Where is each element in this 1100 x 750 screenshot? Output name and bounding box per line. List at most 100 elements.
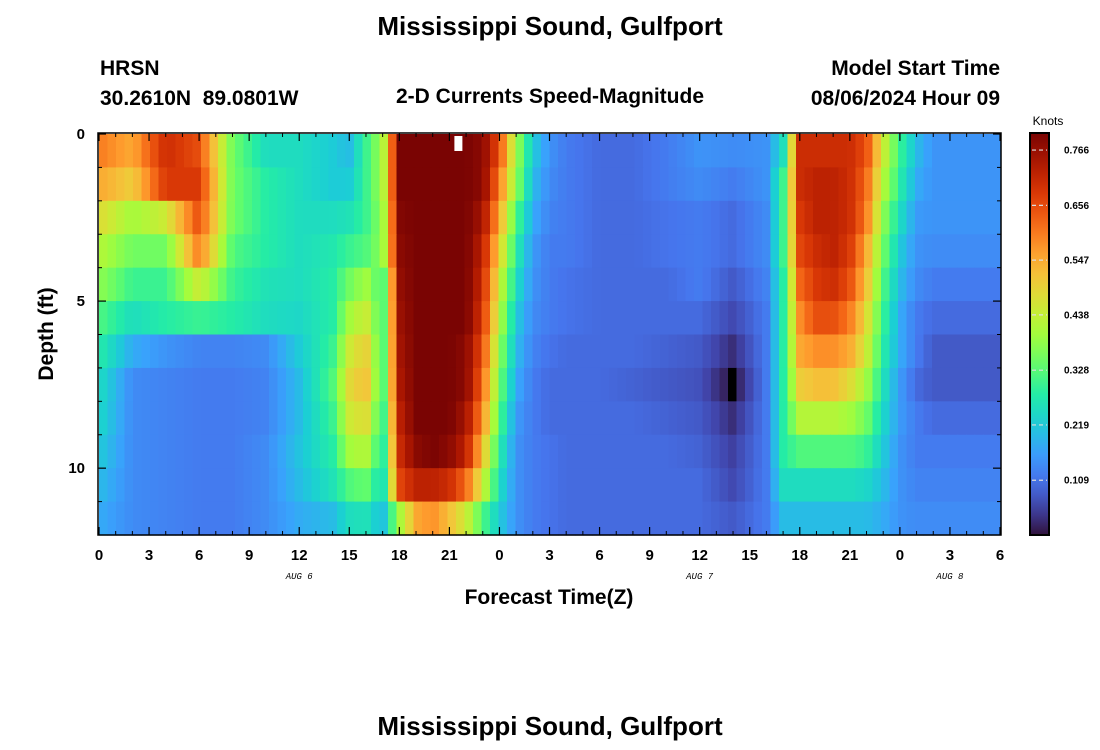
heatmap-cell <box>770 334 780 369</box>
heatmap-cell <box>949 200 959 235</box>
heatmap-cell <box>124 134 134 169</box>
heatmap-cell <box>294 167 304 202</box>
heatmap-cell <box>498 167 508 202</box>
heatmap-cell <box>116 334 126 369</box>
heatmap-cell <box>583 134 593 169</box>
heatmap-cell <box>439 267 449 302</box>
heatmap-cell <box>855 167 865 202</box>
heatmap-cell <box>932 134 942 169</box>
heatmap-cell <box>583 434 593 469</box>
heatmap-cell <box>388 401 398 436</box>
heatmap-cell <box>456 234 466 269</box>
heatmap-cell <box>133 468 143 503</box>
heatmap-cell <box>711 301 721 336</box>
heatmap-cell <box>294 334 304 369</box>
heatmap-cell <box>311 167 321 202</box>
heatmap-cell <box>286 234 296 269</box>
heatmap-cell <box>864 301 874 336</box>
heatmap-cell <box>362 200 372 235</box>
heatmap-cell <box>235 468 245 503</box>
heatmap-cell <box>668 200 678 235</box>
heatmap-cell <box>167 468 177 503</box>
heatmap-cell <box>507 334 517 369</box>
heatmap-cell <box>192 267 202 302</box>
heatmap-cell <box>507 234 517 269</box>
heatmap-cell <box>864 468 874 503</box>
y-tick-label: 0 <box>77 126 85 143</box>
heatmap-cell <box>991 468 1001 503</box>
heatmap-cell <box>218 234 228 269</box>
heatmap-cell <box>515 434 525 469</box>
x-tick-label: 15 <box>341 547 358 564</box>
heatmap-cell <box>906 200 916 235</box>
heatmap-cell <box>124 200 134 235</box>
x-tick-label: 12 <box>691 547 708 564</box>
heatmap-cell <box>643 401 653 436</box>
heatmap-cell <box>481 367 491 402</box>
heatmap-cell <box>498 200 508 235</box>
heatmap-cell <box>779 434 789 469</box>
heatmap-cell <box>201 134 211 169</box>
heatmap-cell <box>872 401 882 436</box>
heatmap-cell <box>864 367 874 402</box>
heatmap-cell <box>949 401 959 436</box>
heatmap-cell <box>235 267 245 302</box>
heatmap-cell <box>362 501 372 536</box>
heatmap-cell <box>218 200 228 235</box>
heatmap-cell <box>558 234 568 269</box>
heatmap-cell <box>320 401 330 436</box>
heatmap-cell <box>345 267 355 302</box>
heatmap-cell <box>991 434 1001 469</box>
heatmap-cell <box>226 267 236 302</box>
heatmap-cell <box>345 167 355 202</box>
heatmap-cell <box>932 234 942 269</box>
heatmap-cell <box>141 234 151 269</box>
heatmap-cell <box>277 200 287 235</box>
heatmap-cell <box>226 401 236 436</box>
heatmap-cell <box>558 134 568 169</box>
heatmap-cell <box>838 434 848 469</box>
heatmap-cell <box>413 200 423 235</box>
heatmap-cell <box>430 267 440 302</box>
heatmap-cell <box>252 401 262 436</box>
heatmap-cell <box>677 234 687 269</box>
heatmap-cell <box>456 501 466 536</box>
heatmap-cell <box>464 434 474 469</box>
heatmap-cell <box>787 401 797 436</box>
heatmap-cell <box>600 501 610 536</box>
heatmap-cell <box>864 167 874 202</box>
heatmap-cell <box>711 468 721 503</box>
heatmap-cell <box>260 434 270 469</box>
heatmap-cell <box>456 468 466 503</box>
heatmap-cell <box>787 200 797 235</box>
heatmap-cell <box>184 134 194 169</box>
model-start-value: 08/06/2024 Hour 09 <box>810 87 1000 110</box>
heatmap-cell <box>915 267 925 302</box>
heatmap-cell <box>949 167 959 202</box>
heatmap-cell <box>881 200 891 235</box>
heatmap-cell <box>677 167 687 202</box>
heatmap-cell <box>847 134 857 169</box>
heatmap-cell <box>218 468 228 503</box>
heatmap-cell <box>558 501 568 536</box>
heatmap-cell <box>838 234 848 269</box>
heatmap-cell <box>847 501 857 536</box>
heatmap-cell <box>107 234 117 269</box>
heatmap-cell <box>541 200 551 235</box>
heatmap-cell <box>167 134 177 169</box>
heatmap-cell <box>677 468 687 503</box>
heatmap-cell <box>124 367 134 402</box>
heatmap-cell <box>983 167 993 202</box>
heatmap-cell <box>116 134 126 169</box>
heatmap-cell <box>320 167 330 202</box>
heatmap-cell <box>192 501 202 536</box>
heatmap-cell <box>923 434 933 469</box>
heatmap-cell <box>124 434 134 469</box>
heatmap-cell <box>116 501 126 536</box>
heatmap-cell <box>158 434 168 469</box>
heatmap-cell <box>566 334 576 369</box>
heatmap-cell <box>303 367 313 402</box>
heatmap-cell <box>158 468 168 503</box>
heatmap-cell <box>158 501 168 536</box>
heatmap-cell <box>711 267 721 302</box>
